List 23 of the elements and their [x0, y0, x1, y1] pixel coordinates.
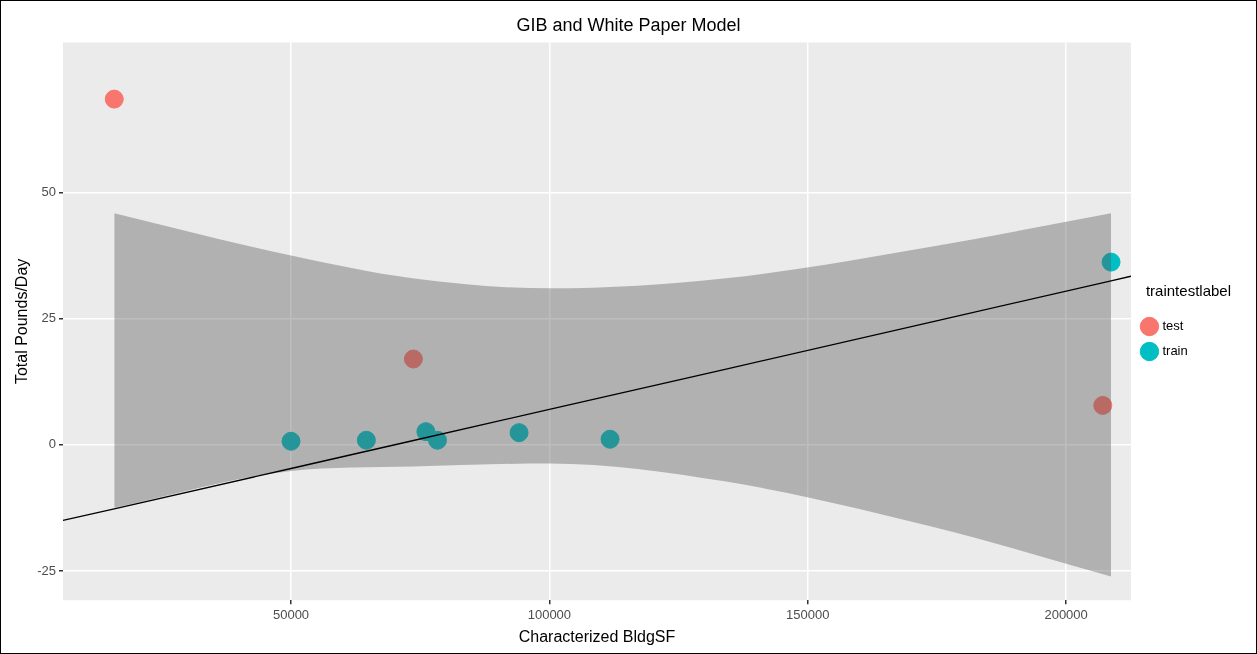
point: [403, 349, 423, 369]
point: [104, 89, 124, 109]
point: [600, 429, 620, 449]
point: [1101, 252, 1121, 272]
y-tick-label: 50: [41, 184, 56, 200]
legend-title: traintestlabel: [1145, 281, 1232, 299]
point: [509, 423, 529, 443]
point: [1093, 395, 1113, 415]
legend-label: train: [1162, 343, 1188, 359]
y-axis-title: Total Pounds/Day: [13, 258, 31, 385]
y-tick-label: 0: [48, 436, 56, 452]
x-axis-title: Characterized BldgSF: [518, 627, 676, 645]
x-tick-label: 150000: [786, 606, 830, 622]
point: [356, 430, 376, 450]
legend-label: test: [1162, 318, 1184, 334]
point: [427, 430, 447, 450]
chart-title: GIB and White Paper Model: [516, 14, 741, 35]
x-tick-label: 50000: [272, 606, 310, 622]
y-tick-label: -25: [37, 562, 56, 578]
y-tick-label: 25: [41, 310, 56, 326]
point: [281, 431, 301, 451]
x-tick-label: 200000: [1044, 606, 1088, 622]
x-tick-label: 100000: [527, 606, 572, 622]
